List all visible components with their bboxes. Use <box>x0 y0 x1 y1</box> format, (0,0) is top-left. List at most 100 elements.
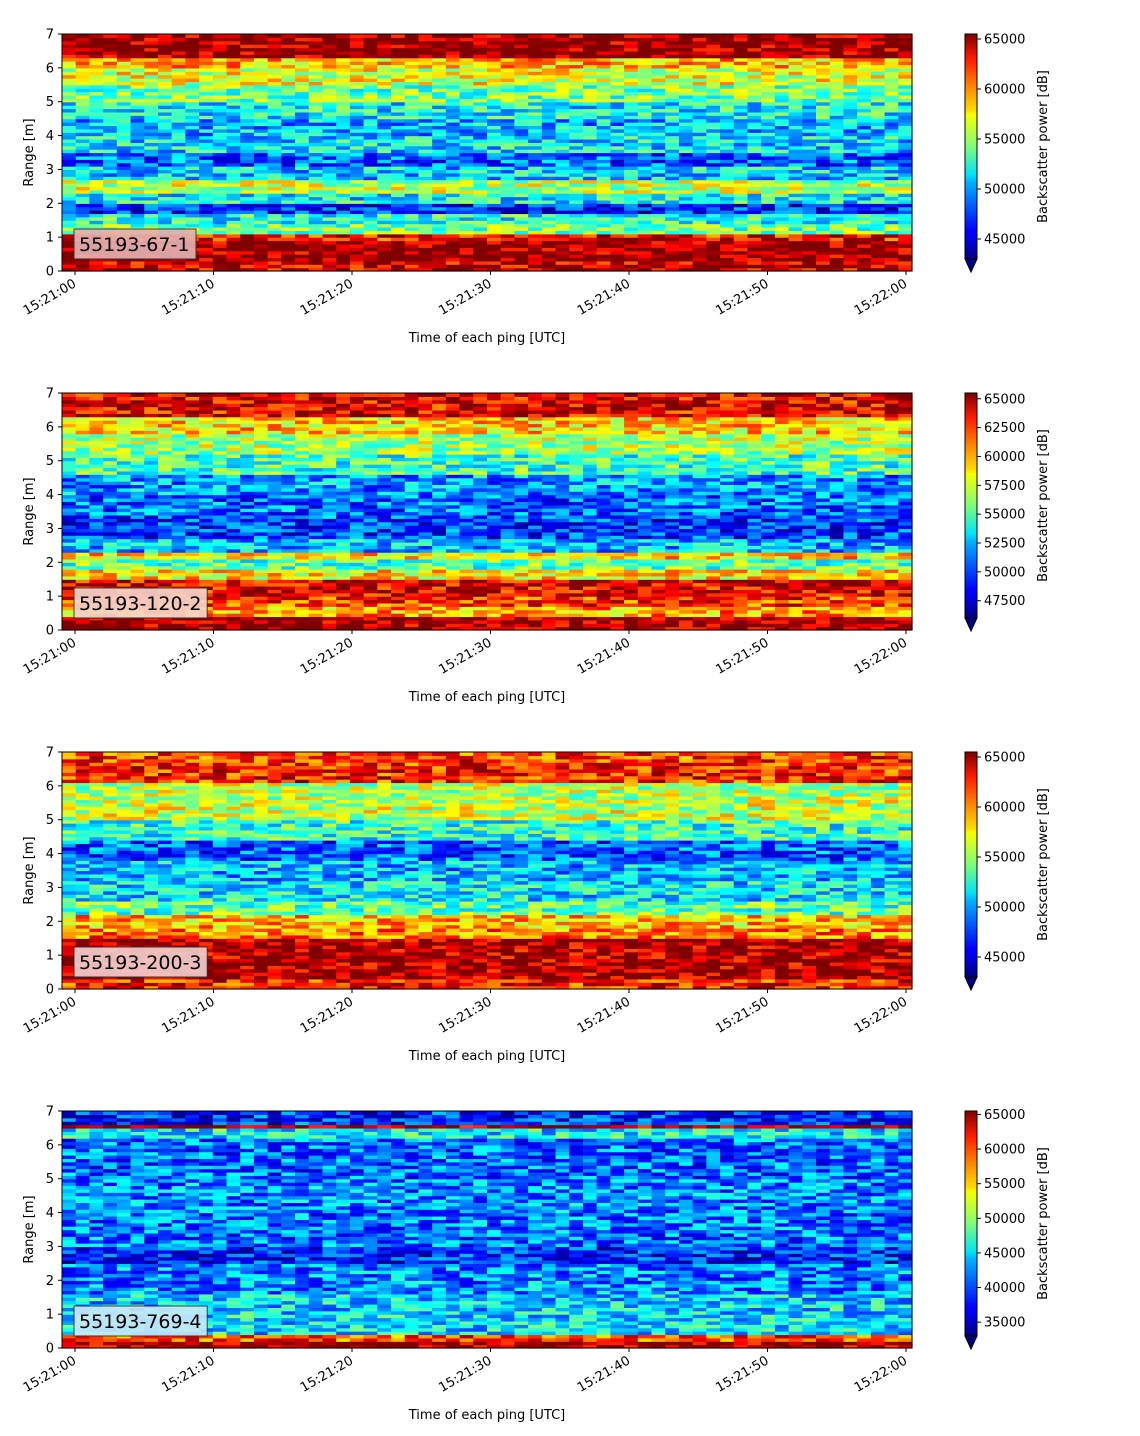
heatmap-cell <box>843 101 858 106</box>
heatmap-cell <box>569 223 584 228</box>
heatmap-cell <box>528 138 543 143</box>
heatmap-cell <box>295 61 310 66</box>
heatmap-cell <box>130 186 145 191</box>
heatmap-cell <box>295 179 310 184</box>
heatmap-cell <box>62 575 77 580</box>
heatmap-cell <box>75 420 91 425</box>
heatmap-cell <box>706 71 721 76</box>
heatmap-cell <box>199 220 214 225</box>
heatmap-cell <box>733 105 749 110</box>
heatmap-cell <box>514 172 529 177</box>
heatmap-cell <box>843 199 858 204</box>
heatmap-cell <box>75 203 91 208</box>
heatmap-cell <box>788 64 803 69</box>
heatmap-cell <box>829 260 845 265</box>
heatmap-cell <box>802 128 817 133</box>
heatmap-cell <box>445 88 461 93</box>
heatmap-cell <box>391 210 406 215</box>
heatmap-cell <box>706 138 721 143</box>
heatmap-cell <box>144 196 159 201</box>
heatmap-cell <box>75 216 91 221</box>
heatmap-cell <box>610 186 625 191</box>
heatmap-cell <box>116 497 132 502</box>
heatmap-cell <box>761 155 776 160</box>
heatmap-cell <box>473 91 488 96</box>
heatmap-cell <box>199 210 214 215</box>
heatmap-cell <box>432 172 447 177</box>
heatmap-cell <box>89 260 104 265</box>
heatmap-cell <box>171 98 186 103</box>
heatmap-cell <box>774 47 790 52</box>
heatmap-cell <box>761 84 776 89</box>
heatmap-cell <box>418 111 433 116</box>
heatmap-cell <box>788 132 803 137</box>
heatmap-cell <box>569 179 584 184</box>
heatmap-cell <box>774 78 790 82</box>
heatmap-cell <box>596 230 611 235</box>
heatmap-cell <box>788 257 803 262</box>
heatmap-cell <box>240 118 255 123</box>
heatmap-cell <box>445 94 461 99</box>
heatmap-cell <box>171 497 186 502</box>
heatmap-cell <box>473 135 488 140</box>
heatmap-cell <box>144 619 159 624</box>
heatmap-cell <box>898 199 913 204</box>
heatmap-cell <box>432 94 447 99</box>
heatmap-cell <box>692 40 707 45</box>
heatmap-cell <box>432 210 447 215</box>
heatmap-cell <box>747 135 762 140</box>
heatmap-cell <box>802 125 817 130</box>
heatmap-cell <box>678 186 694 191</box>
heatmap-cell <box>157 169 173 174</box>
heatmap-cell <box>116 477 132 482</box>
heatmap-cell <box>75 457 91 462</box>
heatmap-cell <box>103 525 118 530</box>
heatmap-cell <box>89 193 104 198</box>
heatmap-cell <box>322 138 337 143</box>
heatmap-cell <box>130 162 145 167</box>
heatmap-cell <box>103 125 118 130</box>
heatmap-cell <box>706 159 721 164</box>
heatmap-cell <box>898 138 913 143</box>
heatmap-cell <box>308 230 324 235</box>
heatmap-cell <box>157 504 173 509</box>
heatmap-cell <box>624 260 639 265</box>
heatmap-cell <box>582 213 598 218</box>
heatmap-cell <box>816 250 831 255</box>
heatmap-cell <box>514 155 529 160</box>
heatmap-cell <box>816 186 831 191</box>
heatmap-cell <box>157 196 173 201</box>
heatmap-cell <box>267 260 282 265</box>
heatmap-cell <box>802 84 817 89</box>
heatmap-cell <box>281 264 296 269</box>
heatmap-cell <box>898 237 913 242</box>
heatmap-cell <box>391 122 406 127</box>
heatmap-cell <box>308 67 324 72</box>
heatmap-cell <box>541 44 557 49</box>
heatmap-cell <box>569 111 584 116</box>
heatmap-cell <box>884 64 899 69</box>
heatmap-cell <box>829 230 845 235</box>
heatmap-cell <box>336 247 351 252</box>
heatmap-cell <box>404 88 420 93</box>
heatmap-cell <box>75 413 91 418</box>
heatmap-cell <box>528 216 543 221</box>
heatmap-cell <box>75 44 91 49</box>
heatmap-cell <box>377 37 392 42</box>
heatmap-cell <box>445 128 461 133</box>
heatmap-cell <box>857 247 872 252</box>
heatmap-cell <box>569 115 584 120</box>
heatmap-cell <box>349 257 365 262</box>
x-tick-label: 15:22:00 <box>852 276 910 318</box>
heatmap-cell <box>404 122 420 127</box>
heatmap-cell <box>857 176 872 181</box>
heatmap-cell <box>349 142 365 147</box>
heatmap-cell <box>692 91 707 96</box>
heatmap-cell <box>678 125 694 130</box>
heatmap-cell <box>582 206 598 211</box>
heatmap-cell <box>281 61 296 66</box>
heatmap-cell <box>185 210 200 215</box>
heatmap-cell <box>226 213 241 218</box>
heatmap-cell <box>829 118 845 123</box>
heatmap-cell <box>788 118 803 123</box>
